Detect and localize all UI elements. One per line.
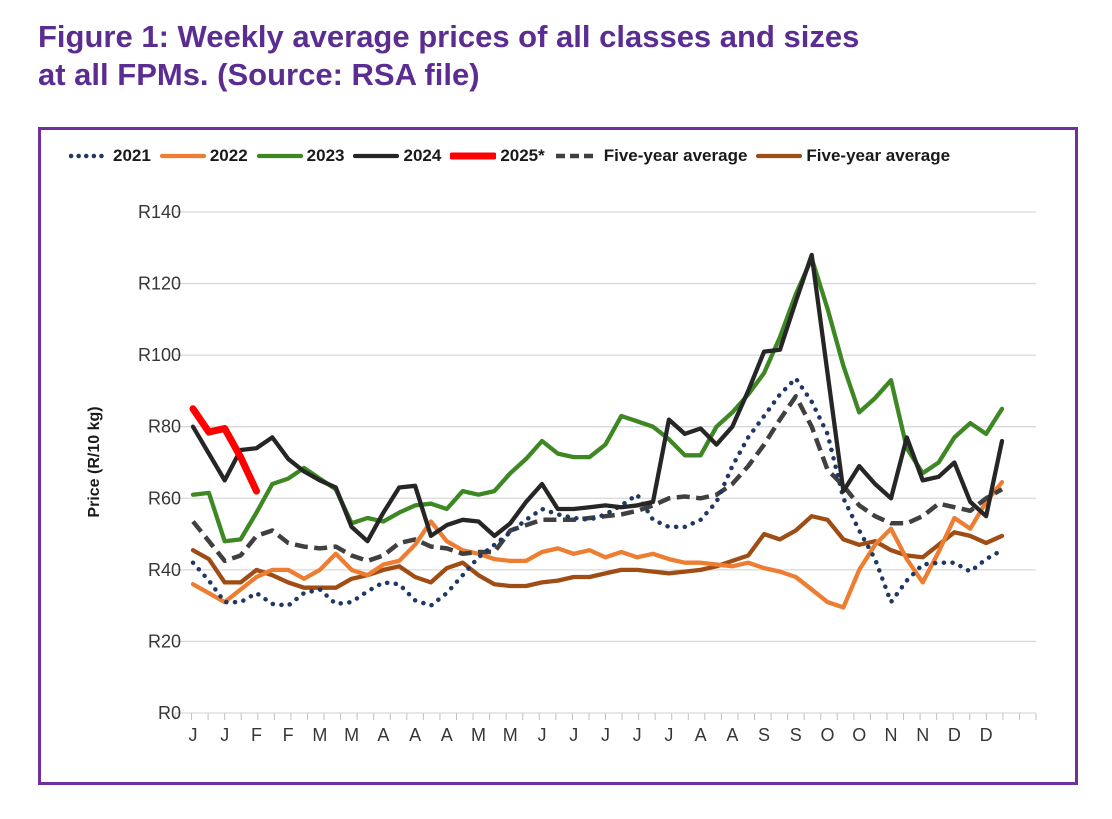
legend-item-2025-: 2025*	[450, 146, 545, 166]
legend-label: 2024	[403, 146, 442, 165]
legend-swatch	[756, 153, 803, 159]
series-line-2022	[190, 480, 1005, 610]
series-line-five-year-average	[191, 394, 1004, 564]
x-tick-label: F	[251, 725, 262, 745]
x-tick-label: A	[726, 725, 738, 745]
x-tick-label: N	[884, 725, 897, 745]
figure-title-line2: at all FPMs. (Source: RSA file)	[38, 57, 480, 93]
y-tick-label: R40	[148, 560, 181, 580]
y-tick-label: R100	[138, 345, 181, 365]
legend-swatch	[353, 153, 400, 159]
x-tick-label: D	[980, 725, 993, 745]
legend-label: 2021	[113, 146, 151, 165]
legend-swatch	[555, 153, 598, 159]
legend-swatch	[69, 153, 109, 159]
x-tick-label: D	[948, 725, 961, 745]
x-tick-label: A	[695, 725, 707, 745]
x-tick-label: J	[633, 725, 642, 745]
chart-frame: 2021 2022 2023 2024 2025* Five-year average Fi…	[38, 127, 1078, 785]
legend-swatch	[450, 152, 497, 160]
x-tick-label: M	[471, 725, 486, 745]
series-line-2025-	[189, 405, 260, 495]
y-tick-label: R60	[148, 488, 181, 508]
y-tick-label: R80	[148, 417, 181, 437]
x-tick-label: N	[916, 725, 929, 745]
series-line-five-year-average	[190, 514, 1005, 590]
x-tick-label: S	[790, 725, 802, 745]
y-axis-title: Price (R/10 kg)	[86, 406, 103, 517]
legend-item-2021: 2021	[69, 146, 151, 166]
legend-label: Five-year average	[603, 146, 748, 165]
x-tick-label: J	[664, 725, 673, 745]
y-tick-label: R0	[158, 703, 181, 723]
x-tick-label: J	[189, 725, 198, 745]
y-tick-label: R20	[148, 631, 181, 651]
series-line-2021	[190, 376, 1005, 608]
legend-swatch	[256, 153, 303, 159]
x-tick-label: A	[409, 725, 421, 745]
legend-item-five-year-average: Five-year average	[554, 146, 748, 166]
x-tick-label: O	[821, 725, 835, 745]
legend-label: Five-year average	[806, 146, 951, 165]
series-line-2024	[190, 252, 1005, 544]
figure-title-line1: Figure 1: Weekly average prices of all c…	[38, 19, 860, 54]
legend-label: 2022	[209, 146, 248, 165]
x-tick-label: F	[283, 725, 294, 745]
legend-item-five-year-average: Five-year average	[756, 146, 950, 166]
figure-title: Figure 1: Weekly average prices of all c…	[38, 18, 1088, 95]
legend-item-2024: 2024	[353, 146, 441, 166]
chart-legend: 2021 2022 2023 2024 2025* Five-year average Fi…	[69, 146, 950, 166]
x-tick-label: S	[758, 725, 770, 745]
x-tick-label: J	[601, 725, 610, 745]
x-tick-label: J	[537, 725, 546, 745]
x-tick-label: A	[441, 725, 453, 745]
y-tick-label: R120	[138, 274, 181, 294]
legend-item-2023: 2023	[256, 146, 345, 166]
x-tick-label: M	[503, 725, 518, 745]
x-tick-label: J	[220, 725, 229, 745]
x-tick-label: M	[344, 725, 359, 745]
legend-item-2022: 2022	[159, 146, 248, 166]
x-tick-label: A	[377, 725, 389, 745]
x-tick-label: J	[569, 725, 578, 745]
legend-swatch	[159, 153, 206, 159]
legend-label: 2023	[306, 146, 345, 165]
x-tick-label: O	[852, 725, 866, 745]
x-tick-label: M	[312, 725, 327, 745]
legend-label: 2025*	[500, 146, 545, 165]
y-tick-label: R140	[138, 202, 181, 222]
